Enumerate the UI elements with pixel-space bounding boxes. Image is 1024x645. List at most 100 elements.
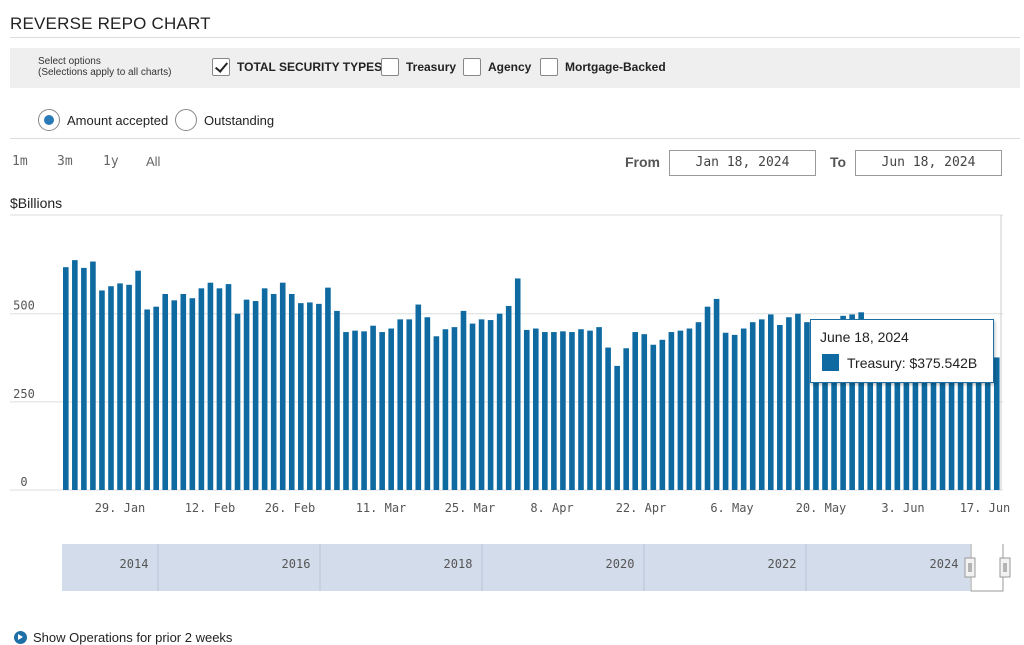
bar[interactable] [777,325,783,490]
checkbox-agency[interactable]: Agency [463,57,531,77]
bar[interactable] [325,287,331,490]
bar[interactable] [930,343,937,490]
bar[interactable] [993,357,1000,490]
bar[interactable] [903,337,910,490]
checkbox-icon[interactable] [540,58,558,76]
bar[interactable] [189,298,196,490]
bar[interactable] [677,330,684,490]
bar[interactable] [415,304,422,490]
bar[interactable] [207,282,214,490]
bar[interactable] [117,283,123,490]
bar[interactable] [740,328,747,490]
bar[interactable] [912,339,919,490]
bar[interactable] [270,293,277,490]
bar[interactable] [822,340,828,490]
bar[interactable] [560,331,566,490]
bar[interactable] [487,320,494,490]
bar[interactable] [749,322,756,490]
navigator-selected-range[interactable] [62,544,970,591]
range-navigator[interactable]: 2014 2016 2018 2020 2022 2024 [62,544,1011,592]
bar[interactable] [370,325,376,490]
bar[interactable] [614,365,620,490]
bar[interactable] [858,312,864,490]
checkbox-icon[interactable] [381,58,399,76]
bar[interactable] [876,330,883,490]
bar[interactable] [768,314,774,490]
bar[interactable] [505,305,512,490]
range-button-3m[interactable]: 3m [57,154,73,169]
bar[interactable] [252,301,259,490]
bar[interactable] [632,332,639,490]
bar[interactable] [243,299,250,490]
bar[interactable] [813,332,819,490]
bar[interactable] [704,306,711,490]
bar[interactable] [171,300,178,490]
bar[interactable] [261,288,268,490]
bar[interactable] [279,282,286,490]
bar[interactable] [514,278,521,490]
bar[interactable] [650,344,657,490]
bar[interactable] [533,328,539,490]
bar[interactable] [795,313,801,490]
bar[interactable] [63,267,69,490]
bar[interactable] [379,332,385,490]
bar[interactable] [551,332,557,490]
bar[interactable] [948,348,955,490]
bar[interactable] [288,293,295,490]
bar[interactable] [686,328,693,490]
bar[interactable] [731,334,738,490]
bar[interactable] [469,323,476,490]
bar[interactable] [596,327,602,490]
bar[interactable] [460,310,467,490]
bar[interactable] [180,293,187,490]
bar[interactable] [605,347,611,490]
radio-amount-accepted[interactable]: Amount accepted [38,107,168,133]
checkbox-treasury[interactable]: Treasury [381,57,456,77]
bar[interactable] [523,329,530,490]
checkbox-total-security-types[interactable]: TOTAL SECURITY TYPES [212,57,382,77]
bar[interactable] [153,306,159,490]
bar[interactable] [921,341,928,490]
bar[interactable] [388,328,394,490]
show-prior-operations-link[interactable]: Show Operations for prior 2 weeks [14,630,232,645]
bar[interactable] [975,355,982,490]
checkbox-mortgage-backed[interactable]: Mortgage-Backed [540,57,666,77]
navigator-handle-icon[interactable] [964,557,976,578]
checkbox-icon[interactable] [463,58,481,76]
bar[interactable] [216,288,223,490]
bar[interactable] [334,310,340,490]
bar[interactable] [713,298,720,490]
bar[interactable] [578,329,584,490]
bar[interactable] [804,322,810,490]
range-button-all[interactable]: All [146,154,161,169]
bar[interactable] [126,284,132,490]
radio-icon[interactable] [175,109,197,131]
bar[interactable] [478,319,485,490]
bar[interactable] [225,284,232,490]
bar[interactable] [668,332,675,490]
bar[interactable] [108,286,114,490]
checkbox-checked-icon[interactable] [212,58,230,76]
bar[interactable] [966,353,973,490]
bar[interactable] [361,331,367,490]
to-date-input[interactable]: Jun 18, 2024 [855,150,1002,176]
bar[interactable] [397,319,404,490]
bar[interactable] [695,322,702,490]
bar[interactable] [623,348,629,490]
bar[interactable] [894,336,901,490]
bar[interactable] [433,336,440,490]
bar[interactable] [867,327,874,490]
bar[interactable] [451,327,458,490]
bar[interactable] [984,356,991,490]
bar[interactable] [90,261,96,490]
bar[interactable] [587,330,593,490]
bar[interactable] [72,260,78,490]
bar[interactable] [99,290,105,490]
bar[interactable] [569,332,575,490]
bar[interactable] [849,314,855,490]
radio-selected-icon[interactable] [38,109,60,131]
bar[interactable] [641,334,648,490]
bar[interactable] [885,334,892,490]
bar[interactable] [198,288,205,490]
bar[interactable] [424,317,431,490]
